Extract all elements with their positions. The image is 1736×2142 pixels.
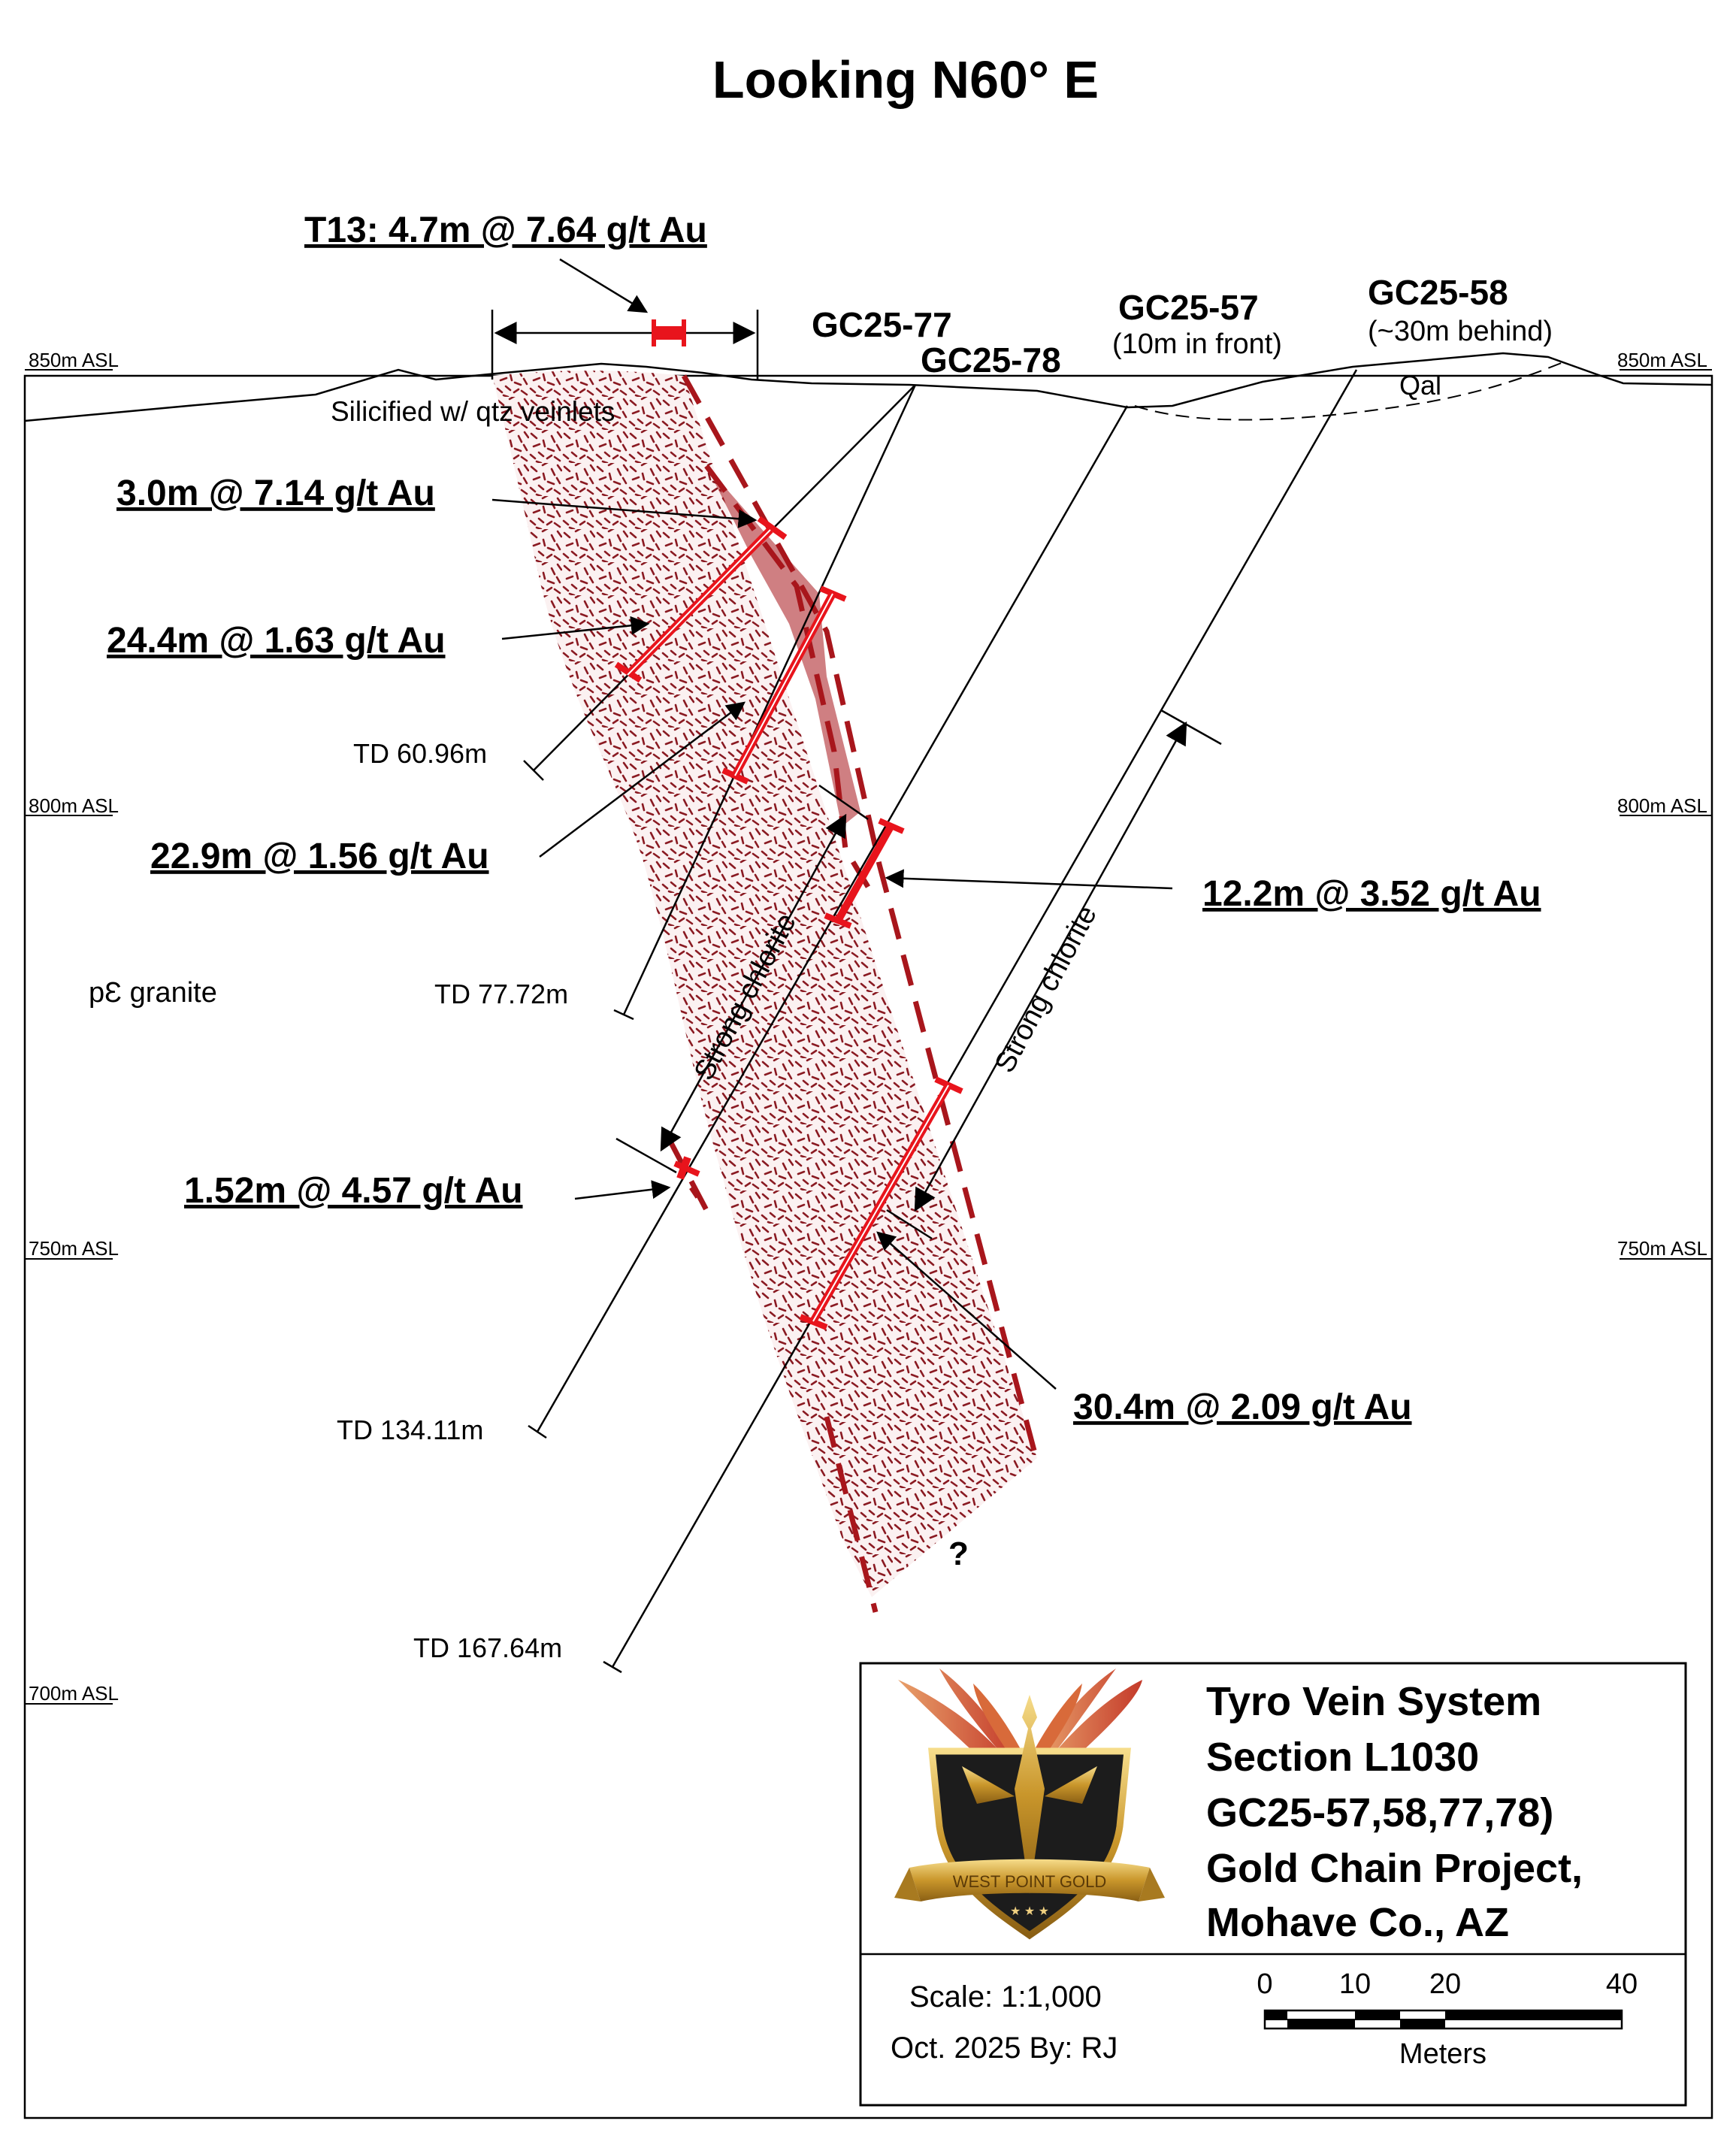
- shaded-vein-band: [706, 466, 860, 827]
- hole-label-gc25-57: GC25-57: [1118, 288, 1259, 327]
- intercept-label-3: 22.9m @ 1.56 g/t Au: [150, 837, 489, 876]
- intercept-label-2: 24.4m @ 1.63 g/t Au: [107, 621, 446, 661]
- intercept-label-6: 30.4m @ 2.09 g/t Au: [1073, 1387, 1412, 1427]
- elev-850-left: 850m ASL: [29, 349, 119, 371]
- scale-tick-40: 40: [1606, 1968, 1638, 2000]
- hole-note-gc25-58: (~30m behind): [1368, 316, 1553, 347]
- total-depth-1: TD 60.96m: [353, 738, 487, 769]
- hole-label-gc25-58: GC25-58: [1368, 273, 1508, 312]
- scale-tick-10: 10: [1339, 1968, 1371, 2000]
- intercept-label-1: 3.0m @ 7.14 g/t Au: [116, 473, 435, 513]
- scale-bar: [1263, 2009, 1623, 2030]
- title-line-1: Tyro Vein System: [1206, 1679, 1541, 1724]
- silicified-label: Silicified w/ qtz veinlets: [331, 396, 615, 427]
- title-line-5: Mohave Co., AZ: [1206, 1900, 1509, 1945]
- west-point-gold-logo: WEST POINT GOLD ★ ★ ★: [894, 1669, 1165, 1940]
- logo-text: WEST POINT GOLD: [953, 1872, 1107, 1891]
- scale-tick-20: 20: [1429, 1968, 1461, 2000]
- intercept-label-5: 1.52m @ 4.57 g/t Au: [184, 1171, 523, 1211]
- elev-800-left: 800m ASL: [29, 794, 119, 817]
- unknown-extent-label: ?: [948, 1535, 969, 1572]
- logo-stars: ★ ★ ★: [1010, 1905, 1049, 1918]
- hole-label-gc25-78: GC25-78: [921, 340, 1061, 380]
- elev-750-right: 750m ASL: [1617, 1237, 1707, 1260]
- qal-contact: [1134, 362, 1564, 421]
- chlorite-label-2: Strong chlorite: [989, 900, 1103, 1078]
- section-title: Looking N60° E: [712, 50, 1099, 109]
- qal-label: Qal: [1399, 370, 1441, 401]
- intercept-label-t13: T13: 4.7m @ 7.64 g/t Au: [304, 210, 707, 250]
- elev-750-left: 750m ASL: [29, 1237, 119, 1260]
- elev-850-right: 850m ASL: [1617, 349, 1707, 371]
- scale-text: Scale: 1:1,000: [909, 1980, 1102, 2013]
- ground-surface: [24, 352, 1713, 422]
- map-frame: [23, 374, 1713, 2119]
- elevation-ticks: [25, 369, 1712, 1705]
- total-depth-3: TD 134.11m: [337, 1414, 483, 1445]
- t13-trench: [491, 258, 759, 380]
- hole-note-gc25-57: (10m in front): [1112, 328, 1282, 360]
- scale-unit: Meters: [1399, 2038, 1486, 2070]
- leader-arrows: [491, 498, 1222, 1390]
- total-depth-2: TD 77.72m: [434, 979, 568, 1009]
- scale-tick-0: 0: [1257, 1968, 1272, 2000]
- date-author-text: Oct. 2025 By: RJ: [891, 2032, 1118, 2065]
- intercept-label-4: 12.2m @ 3.52 g/t Au: [1202, 874, 1541, 914]
- title-line-3: GC25-57,58,77,78): [1206, 1790, 1553, 1835]
- elev-700-left: 700m ASL: [29, 1682, 119, 1705]
- granite-label: pƐ granite: [89, 977, 217, 1009]
- elev-800-right: 800m ASL: [1617, 794, 1707, 817]
- title-line-2: Section L1030: [1206, 1735, 1479, 1780]
- title-line-4: Gold Chain Project,: [1206, 1846, 1583, 1891]
- hole-label-gc25-77: GC25-77: [812, 305, 952, 344]
- total-depth-4: TD 167.64m: [413, 1632, 562, 1663]
